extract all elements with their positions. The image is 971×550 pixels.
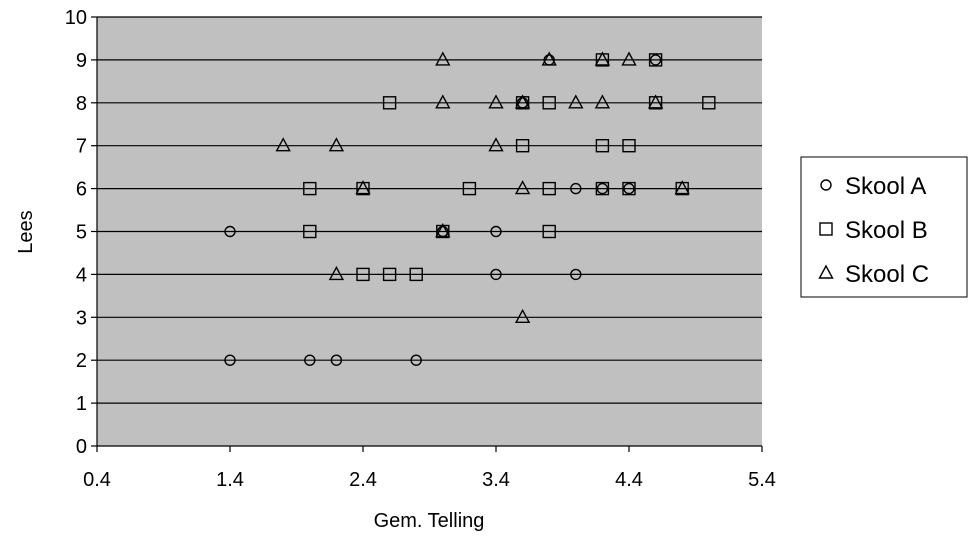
- square-marker: [702, 96, 716, 110]
- x-tick-label: 0.4: [83, 469, 111, 491]
- triangle-marker: [647, 94, 664, 109]
- triangle-marker: [621, 51, 637, 66]
- y-tick-label: 6: [76, 179, 87, 201]
- gridlines: [97, 16, 762, 404]
- y-tick-label: 0: [76, 436, 87, 458]
- triangle-marker: [435, 51, 451, 66]
- triangle-marker: [275, 137, 291, 152]
- square-marker: [409, 267, 423, 282]
- triangle-marker: [355, 180, 371, 195]
- legend-triangle-icon: [818, 264, 834, 279]
- x-axis-title: Gem. Telling: [374, 510, 485, 532]
- triangle-marker: [435, 94, 451, 109]
- series-skool-c: [275, 51, 690, 323]
- triangle-marker: [514, 180, 531, 195]
- axes: [91, 16, 763, 452]
- square-marker: [622, 181, 636, 196]
- square-marker: [515, 138, 530, 153]
- square-marker: [648, 53, 663, 67]
- circle-marker: [330, 354, 343, 366]
- square-marker: [595, 138, 610, 153]
- legend-label: Skool A: [845, 173, 926, 200]
- markers: [224, 51, 716, 366]
- square-marker: [595, 181, 610, 196]
- square-marker: [542, 224, 556, 239]
- triangle-marker: [514, 308, 531, 323]
- y-tick-label: 5: [76, 222, 87, 244]
- y-tick-label: 3: [76, 307, 87, 329]
- series-skool-b: [303, 53, 716, 282]
- square-marker: [382, 267, 397, 282]
- circle-marker: [224, 225, 236, 238]
- legend-square-icon: [819, 222, 833, 236]
- square-marker: [542, 181, 556, 196]
- square-marker: [382, 96, 397, 110]
- triangle-marker: [594, 94, 611, 109]
- circle-marker: [490, 225, 502, 238]
- triangle-marker: [514, 94, 531, 109]
- legend-label: Skool B: [845, 217, 928, 244]
- circle-marker: [410, 354, 422, 366]
- triangle-marker: [594, 51, 611, 66]
- x-tick-label: 1.4: [216, 469, 244, 491]
- x-tick-label: 5.4: [748, 469, 776, 491]
- square-marker: [542, 96, 556, 110]
- triangle-marker: [488, 137, 504, 152]
- triangle-marker: [568, 94, 584, 109]
- circle-marker: [570, 268, 582, 281]
- circle-marker: [596, 182, 609, 195]
- triangle-marker: [435, 223, 451, 238]
- y-tick-label: 8: [76, 93, 87, 115]
- y-tick-label: 4: [76, 264, 87, 286]
- y-axis-title: Lees: [15, 210, 37, 253]
- x-tick-label: 2.4: [349, 469, 377, 491]
- legend: Skool A Skool B Skool C: [800, 156, 968, 298]
- x-tick-label: 4.4: [615, 469, 643, 491]
- triangle-marker: [674, 180, 690, 195]
- circle-marker: [649, 54, 662, 66]
- triangle-marker: [328, 137, 345, 152]
- x-tick-label: 3.4: [482, 469, 510, 491]
- circle-marker: [570, 182, 582, 195]
- legend-label: Skool C: [845, 261, 929, 288]
- square-marker: [303, 181, 317, 196]
- triangle-marker: [541, 51, 557, 66]
- circle-marker: [304, 354, 316, 366]
- square-marker: [462, 181, 477, 196]
- circle-marker: [490, 268, 502, 281]
- circle-marker: [623, 182, 635, 195]
- circle-marker: [224, 354, 236, 366]
- square-marker: [356, 267, 370, 282]
- series-skool-a: [224, 54, 662, 366]
- square-marker: [622, 138, 636, 153]
- y-tick-label: 10: [65, 7, 87, 29]
- y-tick-label: 7: [76, 136, 87, 158]
- y-tick-label: 9: [76, 50, 87, 72]
- triangle-marker: [328, 265, 345, 281]
- triangle-marker: [488, 94, 504, 109]
- y-tick-label: 2: [76, 350, 87, 372]
- legend-circle-icon: [820, 179, 832, 191]
- square-marker: [303, 224, 317, 239]
- tick-labels: 0 1 2 3 4 5 6 7 8 9 10 0.4 1.4 2.4 3.4 4.4 5.4: [65, 7, 776, 491]
- y-tick-label: 1: [76, 393, 87, 415]
